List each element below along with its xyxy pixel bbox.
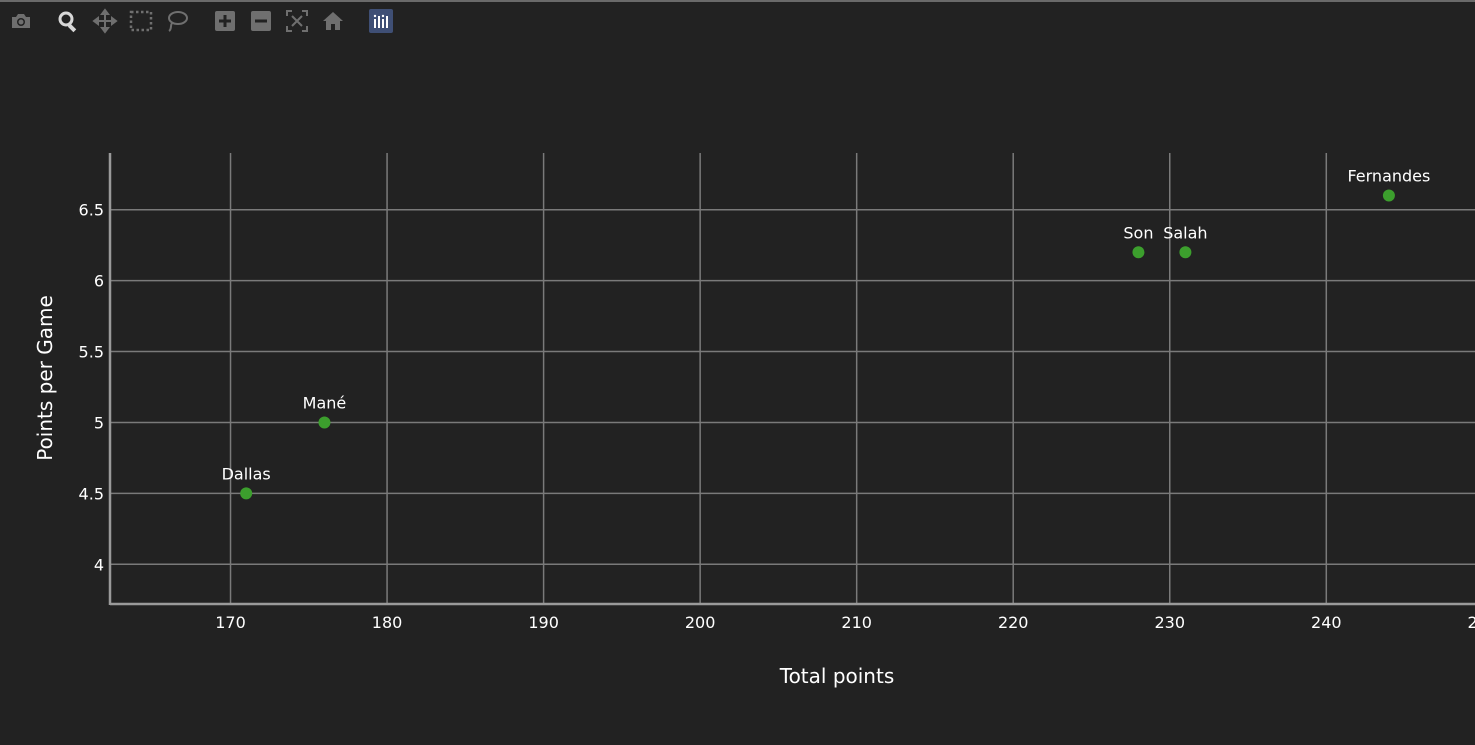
x-tick-label: 230 — [1154, 613, 1185, 632]
reset-axes-icon[interactable] — [320, 8, 346, 34]
grid-lines — [110, 153, 1475, 604]
x-axis-title: Total points — [779, 664, 895, 688]
axes — [108, 153, 1475, 606]
modebar-toolbar — [0, 4, 420, 36]
pan-icon[interactable] — [92, 8, 118, 34]
y-tick-label: 4 — [94, 555, 104, 574]
tick-labels: 170 180 190 200 210 220 230 240 250 4 4.5 5 5.5 6 6.5 — [79, 201, 1475, 632]
box-select-icon[interactable] — [128, 8, 154, 34]
x-tick-label: 200 — [685, 613, 716, 632]
zoom-in-icon[interactable] — [212, 8, 238, 34]
plotly-logo-icon[interactable] — [368, 8, 394, 34]
x-tick-label: 180 — [372, 613, 403, 632]
x-tick-label: 190 — [528, 613, 559, 632]
zoom-icon[interactable] — [55, 8, 81, 34]
y-tick-label: 4.5 — [79, 484, 104, 503]
y-axis-title: Points per Game — [33, 295, 57, 461]
point-label: Son — [1123, 223, 1153, 242]
scatter-point[interactable] — [1132, 246, 1145, 259]
y-tick-label: 5 — [94, 413, 104, 432]
camera-icon[interactable] — [8, 8, 34, 34]
scatter-point[interactable] — [318, 416, 331, 429]
x-tick-label: 240 — [1311, 613, 1342, 632]
point-label: Salah — [1163, 223, 1207, 242]
autoscale-icon[interactable] — [284, 8, 310, 34]
point-label: Dallas — [222, 464, 271, 483]
x-tick-label: 210 — [841, 613, 872, 632]
zoom-out-icon[interactable] — [248, 8, 274, 34]
point-label: Mané — [303, 393, 347, 412]
scatter-point[interactable] — [240, 487, 253, 500]
point-labels: Dallas Mané Son Salah Fernandes — [222, 167, 1431, 484]
point-label: Fernandes — [1347, 167, 1430, 186]
scatter-points — [240, 189, 1395, 500]
x-tick-label: 250 — [1468, 613, 1475, 632]
y-tick-label: 6 — [94, 272, 104, 291]
scatter-point[interactable] — [1382, 189, 1395, 202]
top-border — [0, 0, 1475, 2]
y-tick-label: 6.5 — [79, 201, 104, 220]
y-tick-label: 5.5 — [79, 343, 104, 362]
scatter-point[interactable] — [1179, 246, 1192, 259]
x-tick-label: 170 — [215, 613, 246, 632]
x-tick-label: 220 — [998, 613, 1029, 632]
lasso-select-icon[interactable] — [164, 8, 190, 34]
